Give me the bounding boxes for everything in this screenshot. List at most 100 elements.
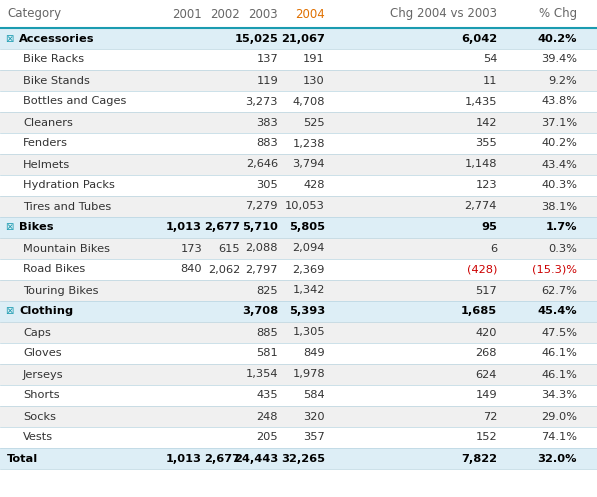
Text: 2,094: 2,094 (293, 244, 325, 253)
Bar (0, 343, 597, 364)
Text: 2,774: 2,774 (464, 201, 497, 212)
Bar (0, 364, 597, 385)
Bar (0, 91, 597, 112)
Text: Cleaners: Cleaners (23, 117, 73, 128)
Text: 1.7%: 1.7% (546, 223, 577, 233)
Text: 7,279: 7,279 (245, 201, 278, 212)
Text: 34.3%: 34.3% (541, 391, 577, 401)
Text: Gloves: Gloves (23, 348, 61, 358)
Text: 137: 137 (256, 55, 278, 65)
Text: Clothing: Clothing (19, 307, 73, 317)
Text: 2,677: 2,677 (204, 223, 240, 233)
Text: 3,273: 3,273 (245, 96, 278, 106)
Text: 840: 840 (180, 264, 202, 274)
Text: 248: 248 (257, 412, 278, 421)
Text: 1,305: 1,305 (293, 328, 325, 337)
Text: 38.1%: 38.1% (541, 201, 577, 212)
Text: 5,805: 5,805 (289, 223, 325, 233)
Bar (0, 49, 597, 70)
Text: Caps: Caps (23, 328, 51, 337)
Text: 2,062: 2,062 (208, 264, 240, 274)
Bar (0, 301, 597, 322)
Text: 9.2%: 9.2% (548, 76, 577, 85)
Text: 885: 885 (256, 328, 278, 337)
Text: 130: 130 (303, 76, 325, 85)
Text: 54: 54 (482, 55, 497, 65)
Text: 5,393: 5,393 (289, 307, 325, 317)
Bar (0, 133, 597, 154)
Text: 72: 72 (482, 412, 497, 421)
Bar (0, 385, 597, 406)
Text: 435: 435 (256, 391, 278, 401)
Text: 123: 123 (475, 180, 497, 190)
Text: 6: 6 (490, 244, 497, 253)
Text: Accessories: Accessories (19, 33, 94, 44)
Text: 29.0%: 29.0% (541, 412, 577, 421)
Text: Bike Stands: Bike Stands (23, 76, 90, 85)
Text: Bottles and Cages: Bottles and Cages (23, 96, 127, 106)
Text: 2,677: 2,677 (204, 453, 240, 464)
Text: Vests: Vests (23, 432, 53, 442)
Text: 11: 11 (482, 76, 497, 85)
Text: 74.1%: 74.1% (541, 432, 577, 442)
Text: 43.8%: 43.8% (541, 96, 577, 106)
Text: 1,978: 1,978 (293, 369, 325, 380)
Text: 4,708: 4,708 (293, 96, 325, 106)
Text: 584: 584 (303, 391, 325, 401)
Text: Chg 2004 vs 2003: Chg 2004 vs 2003 (390, 7, 497, 20)
Text: 849: 849 (303, 348, 325, 358)
Text: 45.4%: 45.4% (537, 307, 577, 317)
Bar (0, 175, 597, 196)
Bar (0, 112, 597, 133)
Text: 3,794: 3,794 (293, 160, 325, 169)
Text: 205: 205 (256, 432, 278, 442)
Text: 1,435: 1,435 (464, 96, 497, 106)
Text: 39.4%: 39.4% (541, 55, 577, 65)
Text: Shorts: Shorts (23, 391, 60, 401)
Text: 2004: 2004 (296, 7, 325, 20)
Text: 40.3%: 40.3% (541, 180, 577, 190)
Bar (0, 154, 597, 175)
Bar (0, 0, 597, 28)
Text: 10,053: 10,053 (285, 201, 325, 212)
Bar (0, 280, 597, 301)
Text: Total: Total (7, 453, 38, 464)
Text: 1,354: 1,354 (245, 369, 278, 380)
Text: Hydration Packs: Hydration Packs (23, 180, 115, 190)
Text: 517: 517 (475, 285, 497, 296)
Text: 37.1%: 37.1% (541, 117, 577, 128)
Bar (0, 259, 597, 280)
Text: 46.1%: 46.1% (541, 348, 577, 358)
Text: % Chg: % Chg (539, 7, 577, 20)
Bar (0, 196, 597, 217)
Text: 355: 355 (475, 139, 497, 149)
Text: 95: 95 (481, 223, 497, 233)
Text: 615: 615 (219, 244, 240, 253)
Text: 142: 142 (475, 117, 497, 128)
Text: Category: Category (7, 7, 61, 20)
Text: ⊠: ⊠ (5, 223, 13, 233)
Text: 149: 149 (475, 391, 497, 401)
Text: 383: 383 (256, 117, 278, 128)
Text: 1,148: 1,148 (464, 160, 497, 169)
Text: 1,685: 1,685 (461, 307, 497, 317)
Text: 0.3%: 0.3% (548, 244, 577, 253)
Text: 152: 152 (475, 432, 497, 442)
Text: 825: 825 (256, 285, 278, 296)
Text: Socks: Socks (23, 412, 56, 421)
Text: 428: 428 (303, 180, 325, 190)
Text: 43.4%: 43.4% (541, 160, 577, 169)
Text: 2001: 2001 (173, 7, 202, 20)
Text: Jerseys: Jerseys (23, 369, 64, 380)
Bar (0, 217, 597, 238)
Text: 420: 420 (475, 328, 497, 337)
Text: (15.3)%: (15.3)% (532, 264, 577, 274)
Text: Touring Bikes: Touring Bikes (23, 285, 99, 296)
Text: ⊠: ⊠ (5, 33, 13, 44)
Text: 32.0%: 32.0% (537, 453, 577, 464)
Text: Mountain Bikes: Mountain Bikes (23, 244, 110, 253)
Text: 2,088: 2,088 (245, 244, 278, 253)
Text: Helmets: Helmets (23, 160, 70, 169)
Text: 581: 581 (256, 348, 278, 358)
Text: Road Bikes: Road Bikes (23, 264, 85, 274)
